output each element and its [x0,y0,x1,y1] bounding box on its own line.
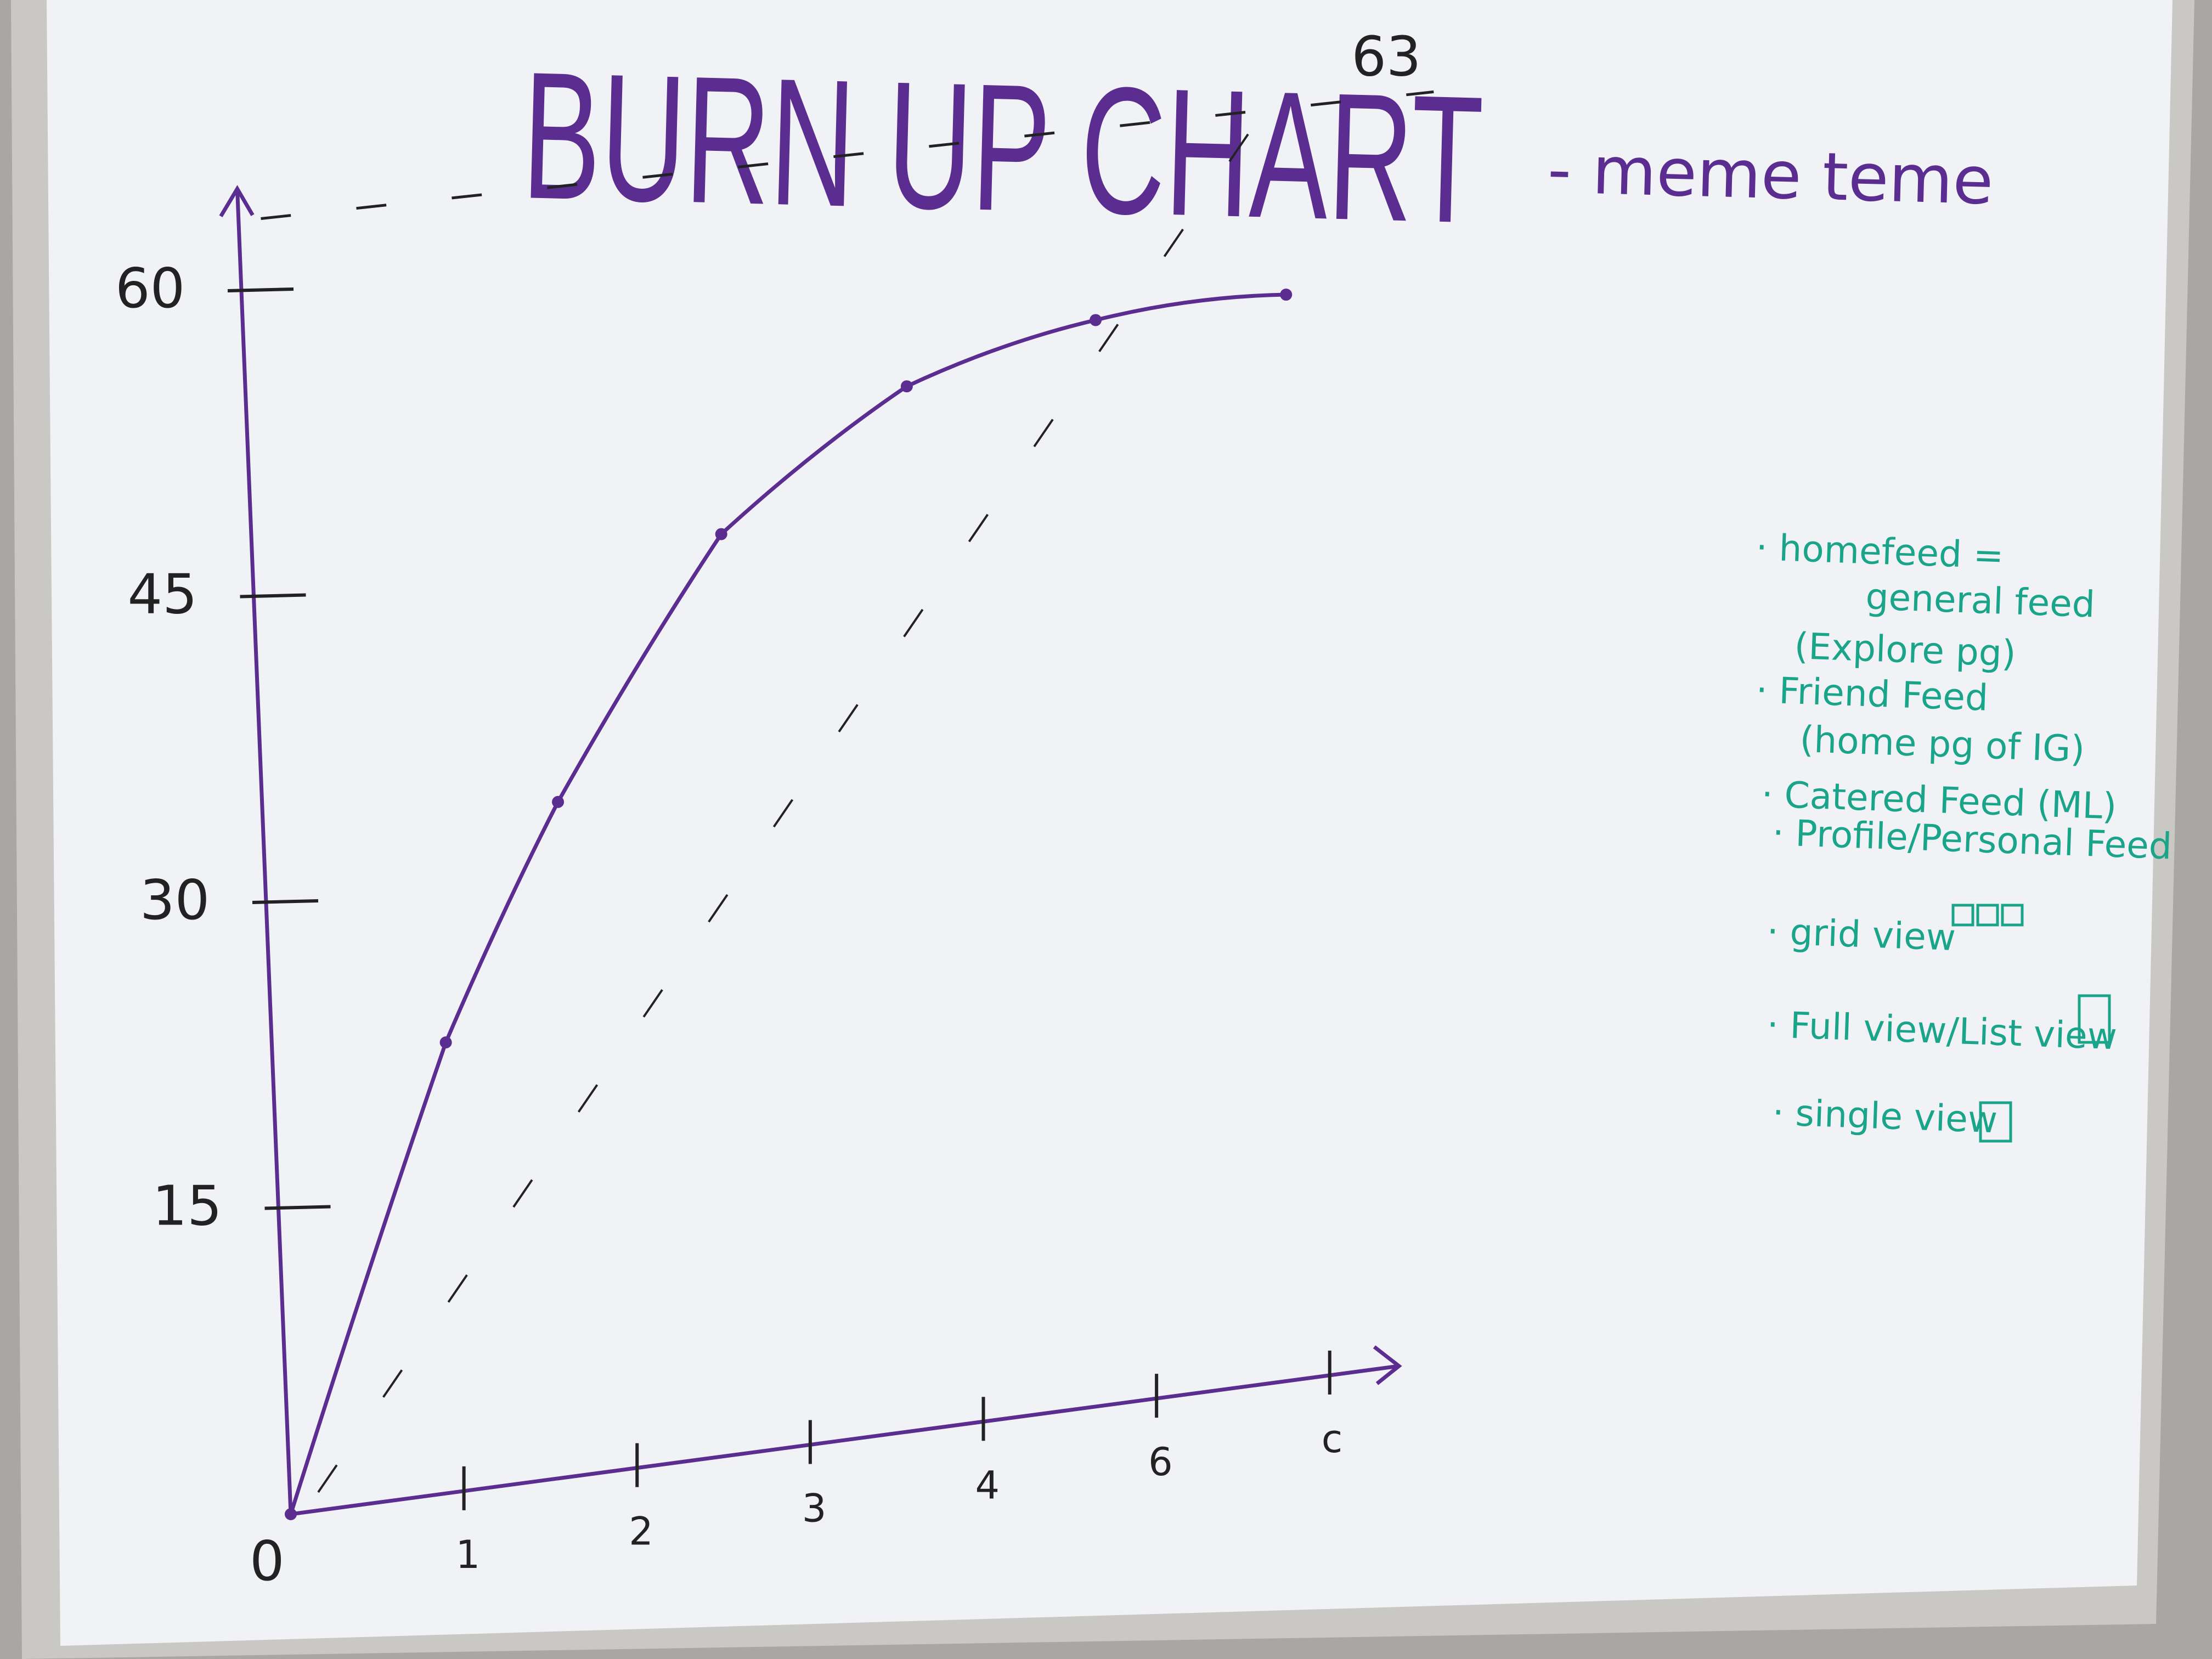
data-point [1090,314,1102,326]
note-line: general feed [1865,575,2096,626]
burn-up-line [289,292,1288,1516]
y-tick-label: 0 [250,1529,285,1593]
scope-line [261,90,1434,220]
team-name: - meme teme [1547,132,1994,219]
y-tick-label: 45 [128,562,198,627]
note-line: · Friend Feed [1755,669,1989,719]
tall-rectangle-icon [2078,994,2111,1044]
note-line: (home pg of IG) [1799,718,2085,770]
y-tick-label: 30 [140,868,210,932]
x-tick-label: c [1322,1417,1343,1462]
square-icon [1979,1101,2012,1143]
data-point [552,795,565,808]
x-tick-label: 3 [802,1486,827,1531]
x-tick-label: 2 [629,1509,653,1554]
y-tick-label: 15 [153,1174,222,1238]
data-point [285,1508,297,1520]
y-tick [264,1205,331,1210]
x-tick-label: 6 [1148,1440,1173,1485]
y-axis [235,189,293,1515]
note-line: (Explore pg) [1793,625,2016,675]
x-tick-label: 4 [975,1463,1000,1508]
y-tick [240,593,306,599]
note-line: · grid view [1766,910,1956,959]
scope-label: 63 [1351,24,1421,88]
data-point [439,1036,452,1049]
y-axis-arrow [219,185,255,217]
y-tick-label: 60 [115,256,185,320]
board-surface [47,0,2172,1646]
y-tick [227,287,294,292]
x-axis [290,1364,1400,1516]
data-point [900,380,913,393]
note-line: · homefeed = [1755,526,2004,577]
data-point [715,528,727,540]
three-squares-icon [1951,904,2024,927]
x-tick-label: 1 [456,1532,481,1577]
data-point [1280,289,1293,301]
y-tick [252,899,319,904]
feature-notes: · homefeed =general feed(Explore pg)· Fr… [1755,526,2172,1143]
note-line: · single view [1771,1091,1998,1141]
x-axis-arrow [1373,1345,1402,1385]
chart-title: BURN UP CHART [520,33,1485,261]
chart-plot: 0 15 30 45 60 1 2 3 4 6 c 63 [115,24,1434,1593]
